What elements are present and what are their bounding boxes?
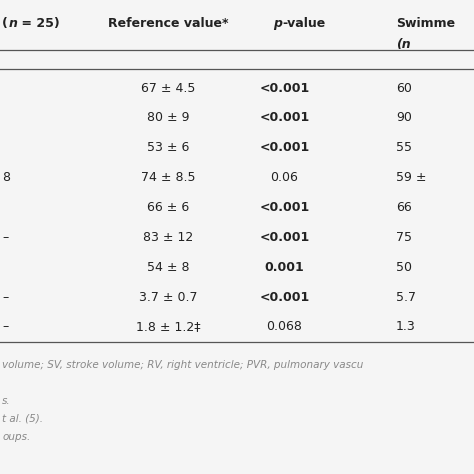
Text: = 25): = 25) bbox=[17, 17, 59, 29]
Text: -value: -value bbox=[282, 17, 325, 29]
Text: 59 ±: 59 ± bbox=[396, 171, 426, 184]
Text: 1.8 ± 1.2‡: 1.8 ± 1.2‡ bbox=[136, 320, 201, 333]
Text: 60: 60 bbox=[396, 82, 411, 94]
Text: –: – bbox=[2, 231, 9, 244]
Text: n: n bbox=[9, 17, 18, 29]
Text: 0.06: 0.06 bbox=[271, 171, 298, 184]
Text: 55: 55 bbox=[396, 141, 412, 154]
Text: 75: 75 bbox=[396, 231, 412, 244]
Text: 50: 50 bbox=[396, 261, 412, 273]
Text: <0.001: <0.001 bbox=[259, 111, 310, 124]
Text: 66 ± 6: 66 ± 6 bbox=[147, 201, 190, 214]
Text: 3.7 ± 0.7: 3.7 ± 0.7 bbox=[139, 291, 198, 303]
Text: –: – bbox=[2, 320, 9, 333]
Text: 67 ± 4.5: 67 ± 4.5 bbox=[141, 82, 195, 94]
Text: (: ( bbox=[2, 17, 8, 29]
Text: 0.001: 0.001 bbox=[264, 261, 304, 273]
Text: <0.001: <0.001 bbox=[259, 231, 310, 244]
Text: t al. (5).: t al. (5). bbox=[2, 414, 43, 424]
Text: 90: 90 bbox=[396, 111, 411, 124]
Text: 1.3: 1.3 bbox=[396, 320, 416, 333]
Text: <0.001: <0.001 bbox=[259, 141, 310, 154]
Text: 0.068: 0.068 bbox=[266, 320, 302, 333]
Text: oups.: oups. bbox=[2, 432, 31, 442]
Text: 83 ± 12: 83 ± 12 bbox=[143, 231, 193, 244]
Text: (n: (n bbox=[396, 38, 410, 51]
Text: s.: s. bbox=[2, 396, 11, 406]
Text: 8: 8 bbox=[2, 171, 10, 184]
Text: p: p bbox=[273, 17, 282, 29]
Text: Reference value*: Reference value* bbox=[108, 17, 228, 29]
Text: <0.001: <0.001 bbox=[259, 291, 310, 303]
Text: <0.001: <0.001 bbox=[259, 201, 310, 214]
Text: 53 ± 6: 53 ± 6 bbox=[147, 141, 190, 154]
Text: <0.001: <0.001 bbox=[259, 82, 310, 94]
Text: 74 ± 8.5: 74 ± 8.5 bbox=[141, 171, 195, 184]
Text: volume; SV, stroke volume; RV, right ventricle; PVR, pulmonary vascu: volume; SV, stroke volume; RV, right ven… bbox=[2, 360, 364, 370]
Text: 66: 66 bbox=[396, 201, 411, 214]
Text: 80 ± 9: 80 ± 9 bbox=[147, 111, 190, 124]
Text: Swimme: Swimme bbox=[396, 17, 455, 29]
Text: 54 ± 8: 54 ± 8 bbox=[147, 261, 190, 273]
Text: 5.7: 5.7 bbox=[396, 291, 416, 303]
Text: –: – bbox=[2, 291, 9, 303]
